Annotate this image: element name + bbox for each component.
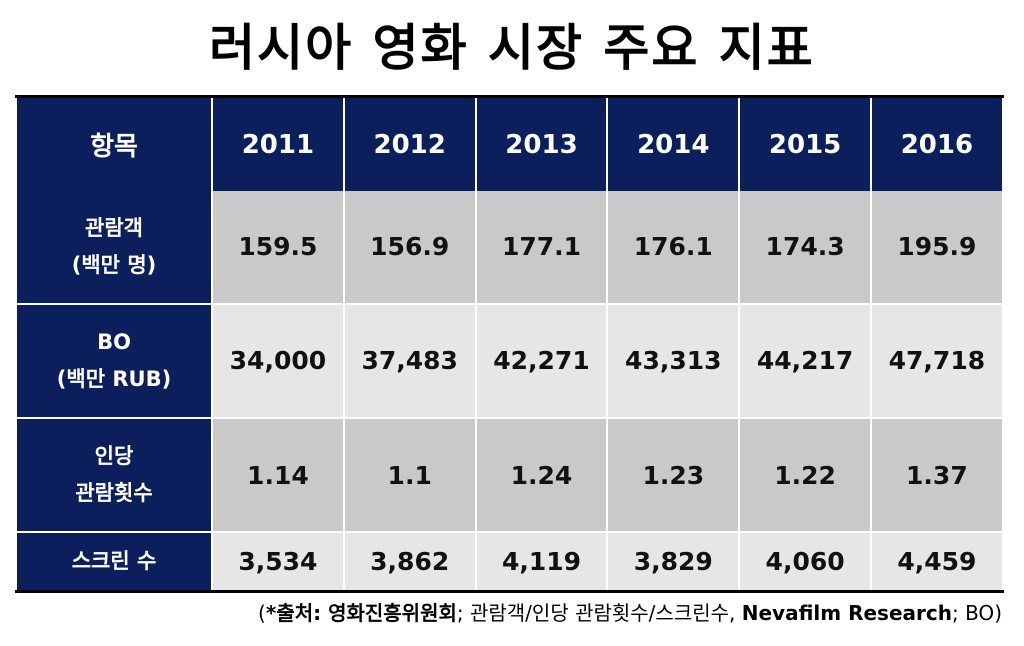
header-cell-year: 2011 [211,96,345,191]
table-cell: 34,000 [211,303,345,418]
table-cell: 1.1 [342,417,477,533]
table-cell: 4,459 [869,532,1004,592]
table-cell: 43,313 [606,303,741,418]
row-label-line: 관람횟수 [75,481,153,505]
table-cell: 1.14 [211,417,345,533]
table-cell: 37,483 [342,303,477,418]
page-title: 러시아 영화 시장 주요 지표 [209,19,815,77]
table-cell: 47,718 [869,303,1004,418]
table-cell: 1.37 [869,417,1004,533]
header-cell-year: 2016 [869,96,1004,191]
footnote-source-nevafilm-items: ; BO [951,601,995,625]
table-row-audience: 관람객 (백만 명) 159.5 156.9 177.1 176.1 174.3… [15,191,1004,304]
row-label-line: 관람객 [85,215,143,240]
row-label-line: 인당 [94,444,134,468]
table-cell: 1.22 [738,417,872,533]
footnote-source-nevafilm: Nevafilm Research [741,601,952,625]
footnote-source-kofic: *출처: 영화진흥위원회 [265,601,457,625]
metrics-table: 항목 2011 2012 2013 2014 2015 2016 관람객 (백만… [15,95,1004,593]
table-cell: 4,119 [474,532,609,592]
table-header-row: 항목 2011 2012 2013 2014 2015 2016 [15,96,1004,191]
row-label-audience: 관람객 (백만 명) [15,191,213,304]
table-cell: 42,271 [474,303,609,418]
table-cell: 176.1 [606,191,741,304]
table-cell: 159.5 [211,191,345,304]
table-row-box-office: BO (백만 RUB) 34,000 37,483 42,271 43,313 … [15,303,1004,418]
row-label-per-capita-admissions: 인당 관람횟수 [15,417,213,533]
header-cell-year: 2015 [738,96,872,191]
table-cell: 3,862 [342,532,477,592]
table-row-per-capita-admissions: 인당 관람횟수 1.14 1.1 1.24 1.23 1.22 1.37 [15,417,1004,533]
table-cell: 1.24 [474,417,609,533]
header-cell-year: 2012 [342,96,477,191]
row-label-box-office: BO (백만 RUB) [15,303,213,418]
row-label-line: (백만 RUB) [56,366,172,391]
source-footnote: (*출처: 영화진흥위원회; 관람객/인당 관람횟수/스크린수, Nevafil… [258,598,1002,628]
row-label-line: (백만 명) [71,252,157,277]
footnote-close-paren: ) [994,601,1002,625]
header-cell-item: 항목 [15,96,213,191]
table-cell: 156.9 [342,191,477,304]
table-row-screens: 스크린 수 3,534 3,862 4,119 3,829 4,060 4,45… [15,532,1004,592]
table-cell: 195.9 [869,191,1004,304]
footnote-source-kofic-items: ; 관람객/인당 관람횟수/스크린수, [456,601,742,625]
table-cell: 44,217 [738,303,872,418]
row-label-line: BO [97,329,131,354]
table-cell: 3,829 [606,532,741,592]
table-cell: 174.3 [738,191,872,304]
table-cell: 1.23 [606,417,741,533]
header-cell-year: 2014 [606,96,741,191]
row-label-line: 스크린 수 [71,549,157,574]
table-cell: 177.1 [474,191,609,304]
table-cell: 4,060 [738,532,872,592]
footnote-open-paren: ( [258,601,266,625]
header-cell-year: 2013 [474,96,609,191]
row-label-screens: 스크린 수 [15,532,213,592]
table-cell: 3,534 [211,532,345,592]
